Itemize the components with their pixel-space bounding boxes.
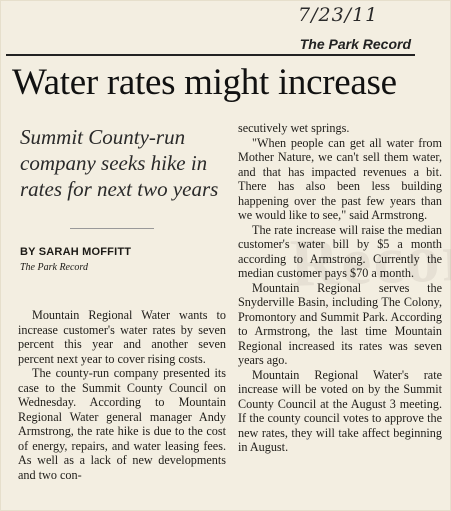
byline-org: The Park Record bbox=[20, 262, 88, 273]
article-paragraph-continuation: secutively wet springs. bbox=[238, 121, 350, 135]
deck-divider bbox=[70, 228, 154, 229]
article-paragraph: "When people can get all water from Moth… bbox=[238, 135, 442, 223]
subheadline: Summit County-run company seeks hike in … bbox=[20, 125, 219, 201]
article-paragraph: The rate increase will raise the median … bbox=[238, 222, 442, 281]
byline: BY SARAH MOFFITT bbox=[20, 246, 132, 258]
headline: Water rates might increase bbox=[12, 62, 397, 103]
article-column-right: secutively wet springs. "When people can… bbox=[238, 121, 442, 455]
article-paragraph: Mountain Regional Water wants to increas… bbox=[18, 308, 226, 366]
article-paragraph: Mountain Regional serves the Snyderville… bbox=[238, 280, 442, 368]
article-paragraph: Mountain Regional Water's rate increase … bbox=[238, 367, 442, 455]
handwritten-date: 7/23/11 bbox=[298, 4, 379, 26]
article-column-left: Mountain Regional Water wants to increas… bbox=[18, 308, 226, 482]
masthead-rule bbox=[6, 54, 415, 56]
article-paragraph: The county-run company presented its cas… bbox=[18, 366, 226, 482]
publication-name: The Park Record bbox=[299, 36, 411, 52]
